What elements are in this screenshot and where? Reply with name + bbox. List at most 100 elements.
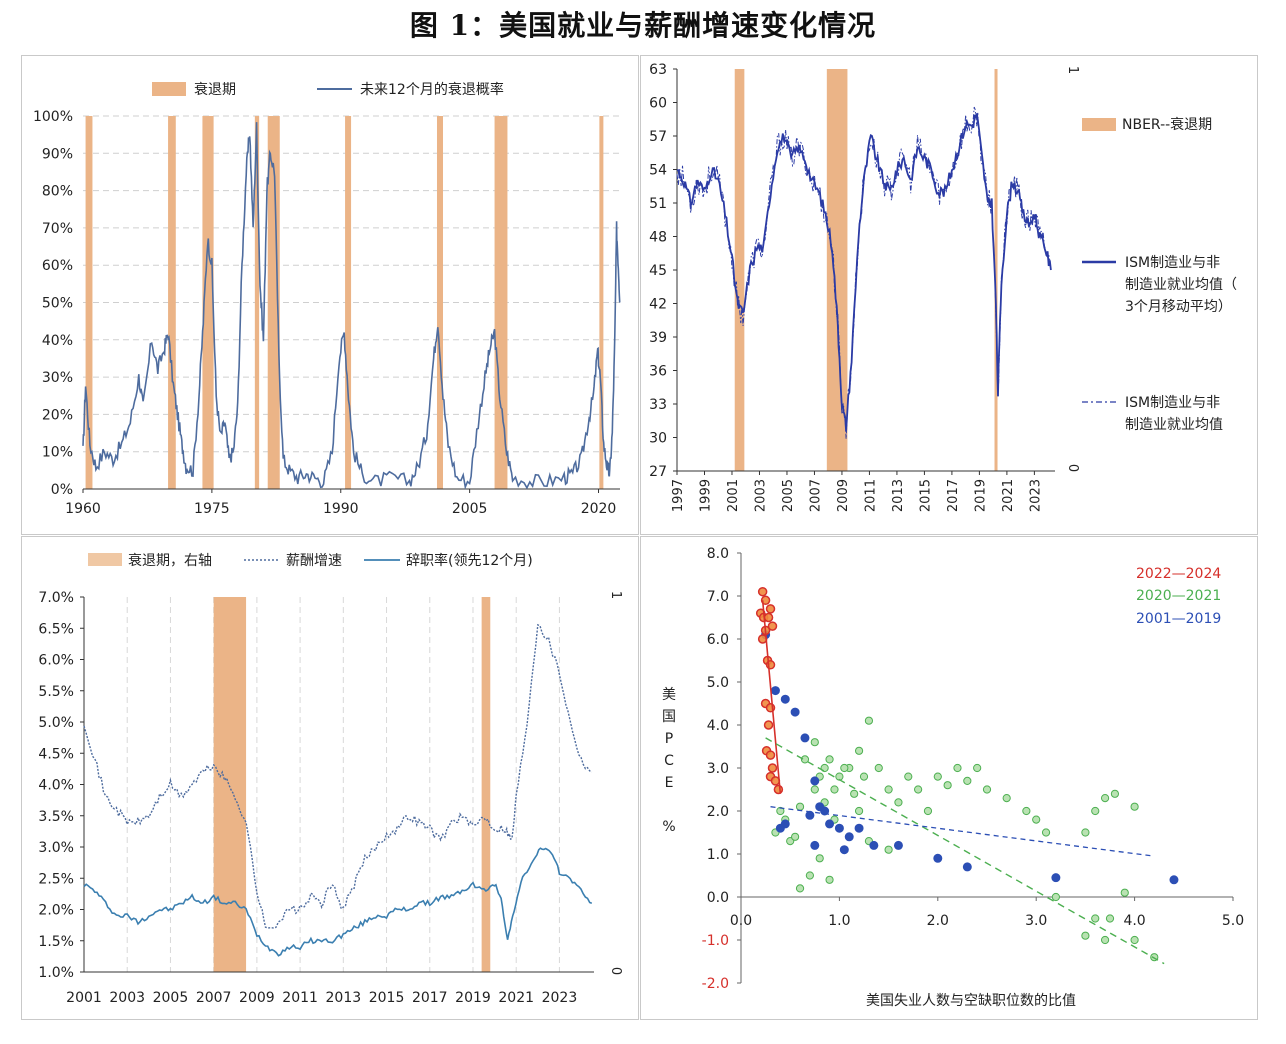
scatter-point [1100, 935, 1110, 945]
y-axis-label: 美国 P C E % [662, 687, 676, 835]
scatter-point [795, 884, 805, 893]
recession-band [994, 69, 998, 471]
y-tick-label: 5.0% [38, 715, 74, 731]
scatter-point [815, 854, 824, 863]
x-tick-label: 2001 [726, 479, 741, 512]
x-tick-label: 4.0 [1123, 913, 1145, 929]
scatter-point [1130, 802, 1139, 811]
probability-line [82, 122, 621, 490]
x-axis-label: 美国失业人数与空缺职位数的比值 [866, 993, 1076, 1009]
figure-title: 图 1：美国就业与薪酬增速变化情况 [409, 9, 877, 42]
scatter-point [765, 604, 776, 614]
scatter-point [840, 763, 849, 773]
wage-growth-line [83, 623, 593, 929]
scatter-point [815, 802, 825, 812]
x-tick-label: 2007 [196, 990, 232, 1006]
y-tick-label: 80% [42, 184, 73, 200]
scatter-point [1100, 794, 1110, 803]
y-tick-label: 5.5% [38, 684, 74, 700]
scatter-point [864, 716, 874, 725]
scatter-point [1110, 789, 1120, 798]
y-tick-label: 39 [649, 330, 667, 346]
scatter-point [904, 772, 913, 781]
x-tick-label: 2005 [781, 479, 796, 512]
legend-wage-label: 薪酬增速 [286, 553, 342, 569]
x-tick-label: 2003 [753, 479, 768, 512]
legend-2022: 2022—2024 [1136, 566, 1221, 582]
scatter-point [850, 789, 859, 798]
scatter-point [854, 823, 864, 833]
scatter-point [1081, 828, 1090, 837]
trend-2001 [770, 806, 1155, 857]
recession-band [826, 69, 848, 471]
scatter-point [1051, 892, 1060, 902]
y-tick-label: 27 [649, 464, 667, 480]
y-tick-label: 4.5% [38, 746, 74, 762]
scatter-point [953, 763, 962, 773]
legend-recession-swatch [152, 82, 186, 96]
x-tick-label: 1997 [671, 479, 686, 512]
y-label-char: % [662, 819, 675, 835]
scatter-point [874, 763, 883, 773]
x-tick-label: 2020 [581, 501, 617, 517]
y-tick-label: 0% [51, 482, 73, 498]
y-tick-label: 3.0% [38, 840, 74, 856]
y-label-char: 美 [662, 687, 676, 703]
x-tick-label: 2021 [1001, 479, 1016, 512]
recession-band [436, 116, 444, 489]
recession-band [599, 116, 604, 489]
x-tick-label: 2007 [808, 479, 823, 512]
legend-text-line: ISM制造业与非 [1125, 255, 1220, 271]
x-tick-label: 2013 [891, 479, 906, 512]
scatter-point [884, 785, 893, 794]
scatter-point [810, 785, 819, 794]
y-tick-label: 40% [42, 333, 73, 349]
scatter-point [1041, 828, 1051, 837]
y-tick-label: 36 [649, 364, 667, 380]
scatter-point [791, 832, 800, 841]
legend-nber-label: NBER--衰退期 [1122, 116, 1212, 133]
y-tick-label: 0.0 [707, 890, 729, 906]
scatter-point [1091, 806, 1100, 816]
y-label-char: P [665, 731, 673, 747]
x-tick-label: 2005 [153, 990, 189, 1006]
scatter-point [770, 686, 780, 696]
scatter-point [1051, 873, 1061, 883]
scatter-point [805, 810, 815, 820]
recession-band [202, 116, 214, 489]
scatter-point [805, 871, 814, 880]
scatter-point [775, 823, 785, 833]
scatter-point [767, 621, 778, 631]
legend-text-line: 3个月移动平均） [1125, 299, 1232, 315]
recession-band [168, 116, 176, 489]
right-axis-top: 1 [608, 591, 623, 599]
scatter-point [982, 785, 992, 794]
scatter-point [854, 806, 864, 816]
y-tick-label: 33 [649, 397, 667, 413]
scatter-point [1120, 888, 1129, 897]
x-tick-label: 2023 [542, 990, 578, 1006]
x-tick-label: 2003 [109, 990, 145, 1006]
x-tick-label: 2015 [369, 990, 405, 1006]
x-tick-label: 2013 [326, 990, 362, 1006]
y-tick-label: 2.0 [707, 804, 729, 820]
y-label-char: C [664, 753, 674, 769]
legend-recession-label: 衰退期 [194, 81, 236, 98]
x-tick-label: 0.0 [730, 913, 752, 929]
right-axis-bottom: 0 [1065, 464, 1080, 472]
y-tick-label: 4.0 [707, 718, 729, 734]
trend-2022 [761, 600, 782, 794]
scatter-point [800, 733, 810, 743]
scatter-point [962, 862, 972, 872]
y-label-char: 国 [662, 709, 676, 725]
scatter-point [844, 832, 854, 842]
x-tick-label: 1.0 [828, 913, 850, 929]
scatter-point [1032, 815, 1041, 824]
y-tick-label: 7.0 [707, 589, 729, 605]
panel-pce-scatter: 2022—2024 2020—2021 2001—2019 美国失业人数与空缺职… [640, 536, 1258, 1020]
y-tick-label: 6.0 [707, 632, 729, 648]
y-tick-label: 1.0% [38, 965, 74, 981]
x-tick-label: 2011 [863, 479, 878, 512]
x-tick-label: 2019 [455, 990, 491, 1006]
legend-text-line: 制造业就业均值（ [1125, 277, 1237, 293]
